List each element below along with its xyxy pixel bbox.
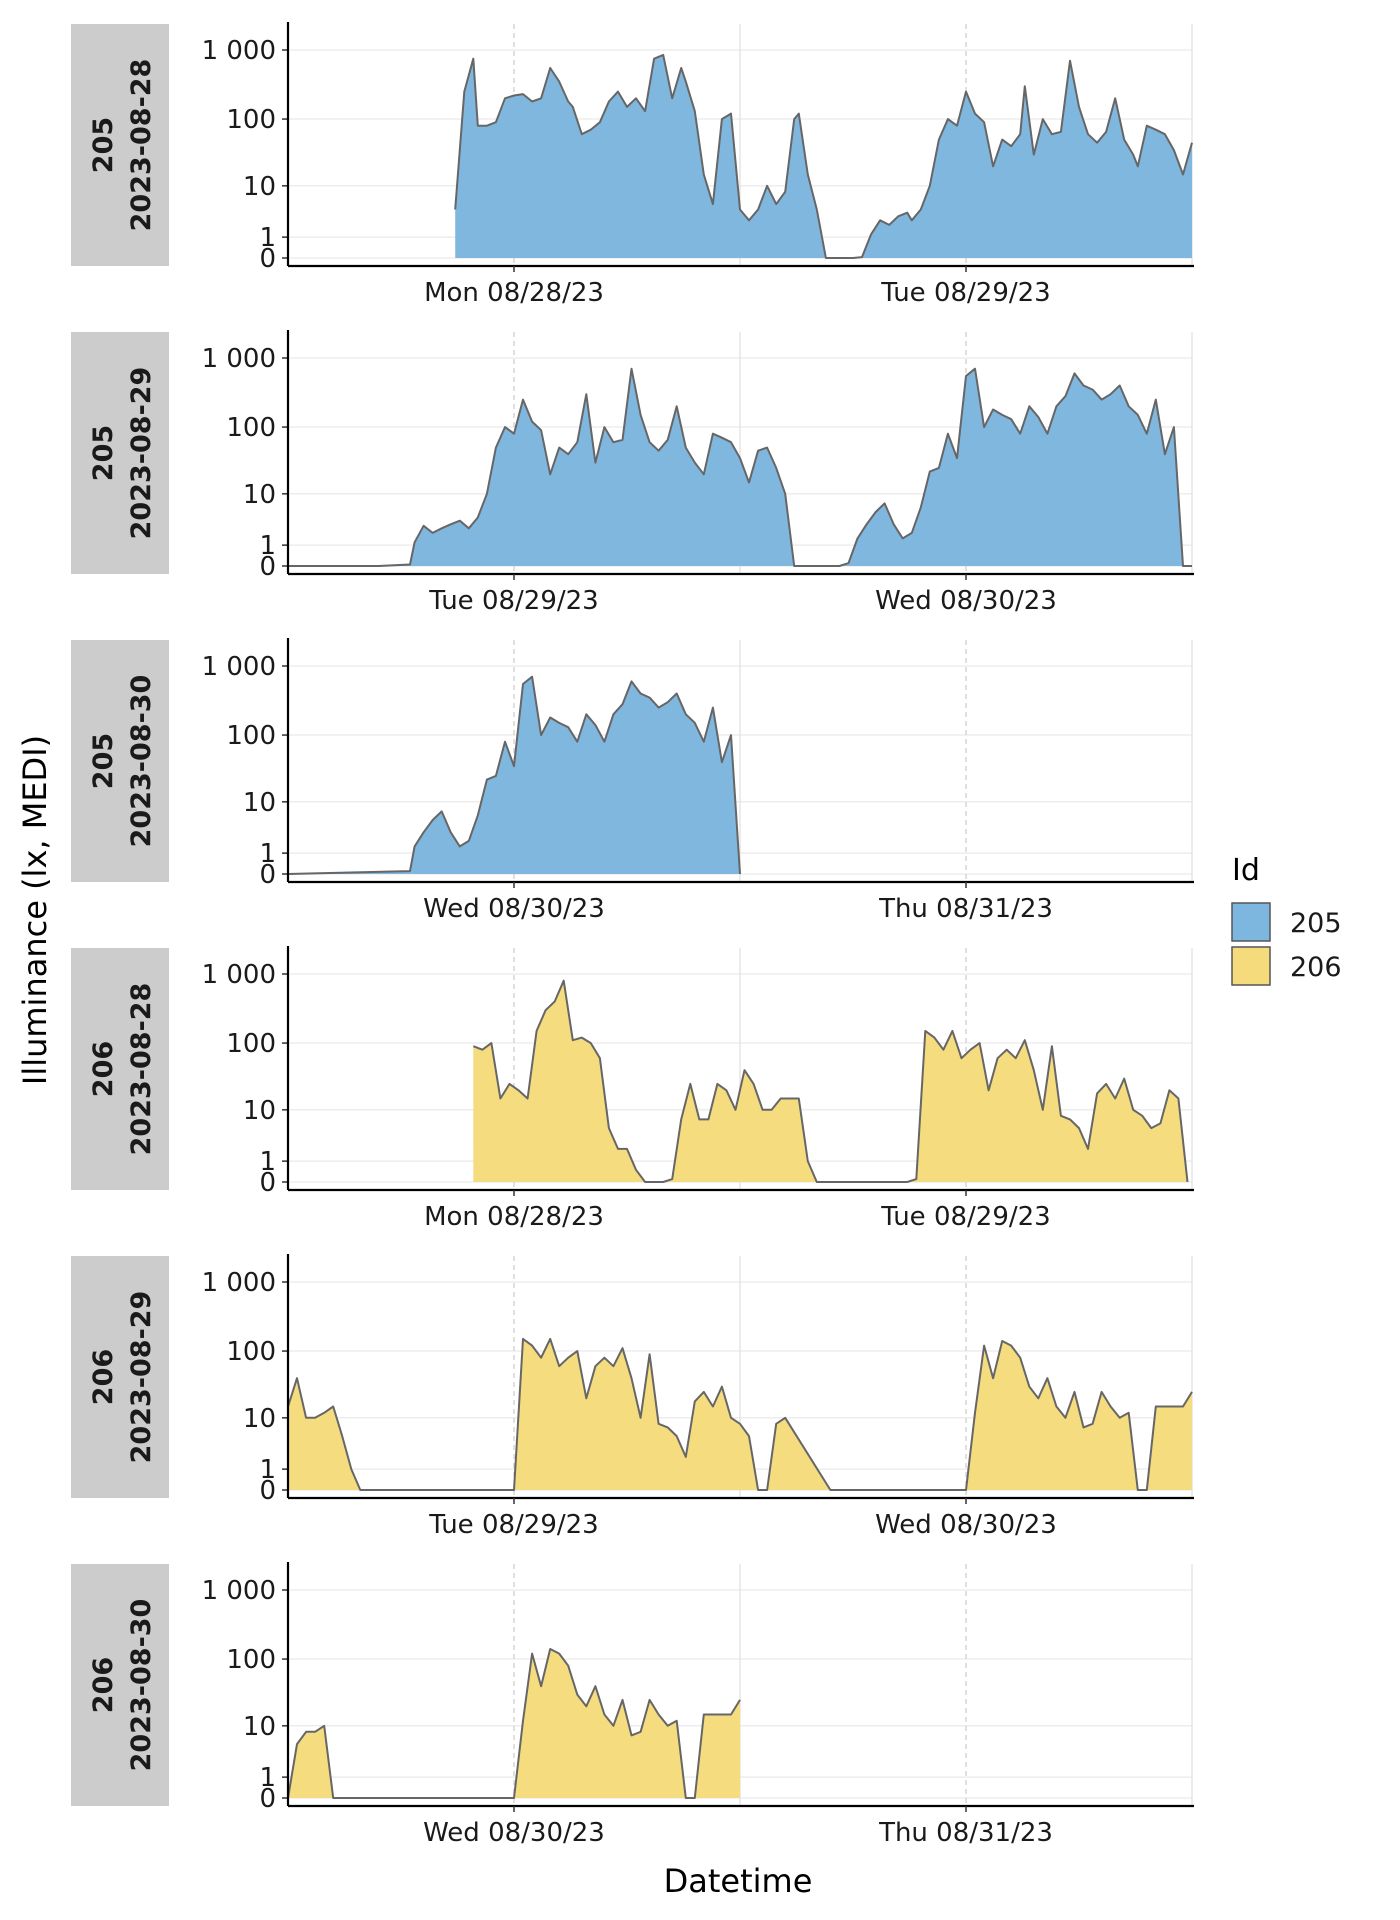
y-tick-label: 0 [259,1168,276,1198]
legend-key-205 [1231,902,1271,942]
x-tick-label: Wed 08/30/23 [875,1510,1057,1540]
facet-panel-205-2023-08-30: 205 2023-08-30 01 10 100 1 000 Wed 08/30/23 Thu… [71,638,1194,924]
strip-date: 2023-08-28 [126,983,157,1156]
strip-background [71,24,169,266]
x-tick-label: Mon 08/28/23 [424,1202,604,1232]
y-tick-label: 1 [259,1147,276,1177]
series-area-206 [473,980,1188,1182]
series-line-205 [454,53,1193,259]
strip-date: 2023-08-28 [126,59,157,232]
series-line-206 [472,979,1189,1183]
series-line-205 [288,367,1192,567]
strip-id: 205 [88,425,119,481]
legend-key-206 [1231,946,1271,986]
y-tick-label: 100 [226,1645,276,1675]
strip-id: 205 [88,733,119,789]
y-tick-label: 0 [259,552,276,582]
y-tick-label: 0 [259,1476,276,1506]
strip-background [71,1564,169,1806]
strip-date: 2023-08-30 [126,675,157,848]
y-tick-label: 1 [259,839,276,869]
strip-label: 205 2023-08-30 [88,675,157,848]
y-tick-label: 100 [226,105,276,135]
y-tick-label: 10 [243,480,276,510]
strip-date: 2023-08-30 [126,1599,157,1772]
strip-label: 206 2023-08-29 [88,1291,157,1464]
y-axis-title: Illuminance (lx, MEDI) [16,735,54,1085]
y-tick-label: 1 000 [202,652,276,682]
y-tick-label: 1 [259,223,276,253]
series-line-206 [287,1337,1193,1491]
series-area-206 [288,1649,740,1798]
series-line-206 [287,1648,741,1799]
strip-label: 205 2023-08-28 [88,59,157,232]
y-tick-label: 1 000 [202,36,276,66]
x-tick-label: Tue 08/29/23 [428,586,598,616]
series-line-205 [287,675,741,875]
series-area-205 [288,368,1192,566]
facet-panel-205-2023-08-29: 205 2023-08-29 01 10 100 1 000 Tue 08/29/23 Wed… [71,330,1194,616]
strip-id: 206 [88,1657,119,1713]
y-tick-label: 1 000 [202,1576,276,1606]
y-tick-label: 1 000 [202,1268,276,1298]
y-tick-label: 1 000 [202,344,276,374]
legend-label-205: 205 [1290,908,1342,939]
x-tick-label: Thu 08/31/23 [878,1818,1053,1848]
strip-background [71,640,169,882]
strip-label: 205 2023-08-29 [88,367,157,540]
strip-date: 2023-08-29 [126,1291,157,1464]
strip-id: 206 [88,1041,119,1097]
x-tick-label: Tue 08/29/23 [880,1202,1050,1232]
x-tick-label: Wed 08/30/23 [423,894,605,924]
strip-date: 2023-08-29 [126,367,157,540]
strip-background [71,948,169,1190]
x-tick-label: Wed 08/30/23 [875,586,1057,616]
y-tick-label: 10 [243,1096,276,1126]
y-tick-label: 10 [243,172,276,202]
y-tick-label: 100 [226,1337,276,1367]
y-tick-label: 100 [226,1029,276,1059]
y-tick-label: 0 [259,860,276,890]
facet-panel-206-2023-08-28: 206 2023-08-28 01 10 100 1 000 Mon 08/28/23 Tue… [71,946,1194,1232]
series-area-206 [288,1338,1192,1490]
x-tick-label: Tue 08/29/23 [428,1510,598,1540]
y-tick-label: 100 [226,413,276,443]
y-tick-label: 0 [259,244,276,274]
x-tick-label: Wed 08/30/23 [423,1818,605,1848]
y-tick-label: 1 [259,531,276,561]
strip-background [71,1256,169,1498]
x-tick-label: Mon 08/28/23 [424,278,604,308]
y-tick-label: 100 [226,721,276,751]
x-axis-title: Datetime [664,1862,813,1900]
x-tick-label: Tue 08/29/23 [880,278,1050,308]
legend-label-206: 206 [1290,952,1342,983]
y-tick-label: 1 000 [202,960,276,990]
x-tick-label: Thu 08/31/23 [878,894,1053,924]
legend: Id 205 206 [1231,853,1342,986]
legend-title: Id [1232,853,1260,888]
facet-panel-206-2023-08-30: 206 2023-08-30 01 10 100 1 000 Wed 08/30/23 Thu… [71,1562,1194,1848]
facet-panel-206-2023-08-29: 206 2023-08-29 01 10 100 1 000 Tue 08/29/23 Wed… [71,1254,1194,1540]
y-tick-label: 0 [259,1784,276,1814]
strip-label: 206 2023-08-28 [88,983,157,1156]
y-tick-label: 10 [243,788,276,818]
series-area-205 [288,676,740,874]
strip-id: 205 [88,117,119,173]
series-area-205 [455,54,1192,259]
y-tick-label: 10 [243,1404,276,1434]
facet-panel-205-2023-08-28: 205 2023-08-28 01 10 100 1 000 Mon 08/28/23 Tue… [71,22,1194,308]
y-tick-label: 1 [259,1455,276,1485]
y-tick-label: 10 [243,1712,276,1742]
y-tick-label: 1 [259,1763,276,1793]
strip-id: 206 [88,1349,119,1405]
strip-background [71,332,169,574]
strip-label: 206 2023-08-30 [88,1599,157,1772]
